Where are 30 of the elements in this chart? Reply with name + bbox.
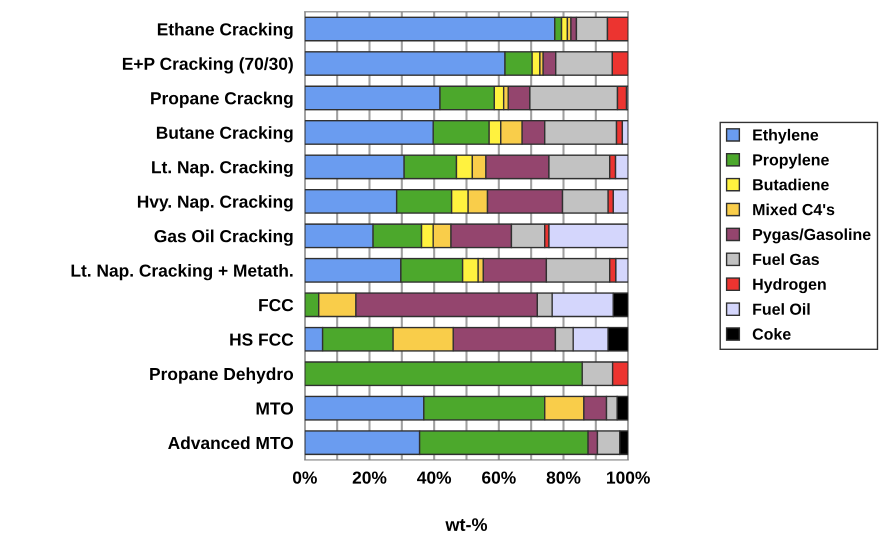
legend-label: Fuel Oil	[753, 303, 810, 315]
legend-label: Hydrogen	[753, 278, 826, 294]
y-tick-label: Butane Cracking	[156, 126, 293, 142]
bar	[548, 223, 628, 248]
x-tick-label: 100%	[607, 471, 650, 484]
legend-label: Pygas/Gasoline	[753, 228, 871, 244]
y-tick-label: Propane Dehydro	[150, 367, 294, 384]
legend-label: Butadiene	[753, 178, 829, 190]
y-tick-label: Hvy. Nap. Cracking	[138, 195, 293, 212]
y-tick-label: HS FCC	[230, 333, 294, 346]
y-tick-label: Propane Crackng	[151, 92, 293, 108]
x-axis-title: wt-%	[445, 518, 488, 531]
y-tick-label: Ethane Cracking	[158, 22, 293, 39]
y-tick-label: E+P Cracking (70/30)	[122, 57, 293, 74]
x-tick-label: 20%	[352, 471, 386, 484]
legend-label: Propylene	[753, 154, 829, 169]
y-tick-label: Lt. Nap. Cracking + Metath.	[72, 264, 293, 280]
legend-label: Ethylene	[753, 128, 818, 144]
y-tick-label: Lt. Nap. Cracking	[152, 160, 293, 177]
x-tick-label: 40%	[417, 471, 452, 484]
x-tick-label: 80%	[546, 471, 580, 484]
legend-label: Coke	[752, 328, 791, 340]
x-tick-label: 60%	[482, 471, 516, 484]
y-tick-label: Gas Oil Cracking	[154, 230, 293, 246]
legend-label: Fuel Gas	[753, 253, 819, 266]
legend-label: Mixed C4's	[753, 203, 834, 216]
x-tick-label: 0%	[292, 471, 317, 484]
y-tick-label: MTO	[256, 402, 293, 415]
y-tick-label: Advanced MTO	[168, 436, 293, 450]
y-tick-label: FCC	[259, 298, 294, 312]
